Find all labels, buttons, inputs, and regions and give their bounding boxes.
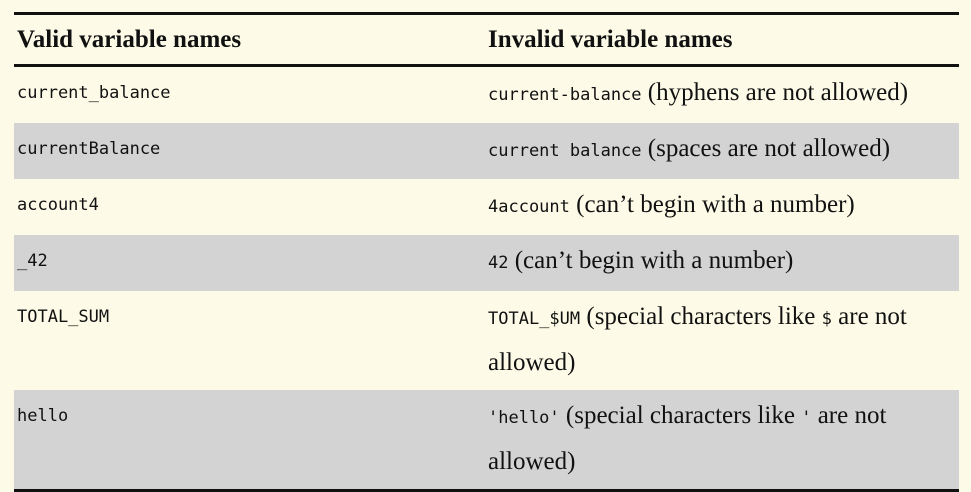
valid-name: account4 bbox=[17, 195, 99, 215]
variable-names-table: Valid variable names Invalid variable na… bbox=[14, 12, 959, 492]
invalid-reason: (special characters like bbox=[586, 303, 816, 330]
invalid-code: 'hello' bbox=[488, 408, 560, 428]
invalid-reason: (hyphens are not allowed) bbox=[647, 79, 909, 106]
invalid-name: 'hello' (special characters like ' are n… bbox=[488, 390, 959, 489]
invalid-name: current-balance (hyphens are not allowed… bbox=[488, 67, 959, 123]
invalid-code: current-balance bbox=[488, 85, 642, 105]
table-header: Valid variable names Invalid variable na… bbox=[14, 15, 959, 67]
special-char-code: $ bbox=[821, 309, 832, 329]
valid-name: _42 bbox=[17, 251, 48, 271]
invalid-name: TOTAL_$UM (special characters like $ are… bbox=[488, 291, 959, 390]
invalid-code: 42 bbox=[488, 253, 509, 273]
header-valid: Valid variable names bbox=[17, 25, 242, 53]
valid-name: hello bbox=[17, 406, 69, 426]
valid-name: TOTAL_SUM bbox=[17, 307, 110, 327]
invalid-reason: (spaces are not allowed) bbox=[647, 135, 891, 162]
table-row: TOTAL_SUM TOTAL_$UM (special characters … bbox=[14, 291, 959, 390]
header-invalid: Invalid variable names bbox=[488, 25, 733, 53]
invalid-reason: (special characters like bbox=[565, 402, 795, 429]
invalid-code: 4account bbox=[488, 197, 570, 217]
invalid-code: current balance bbox=[488, 141, 642, 161]
invalid-reason-cont: are not allowed) bbox=[488, 402, 887, 475]
invalid-name: 4account (can’t begin with a number) bbox=[488, 179, 959, 235]
table-row: _42 42 (can’t begin with a number) bbox=[14, 235, 959, 291]
special-char-code: ' bbox=[801, 408, 812, 428]
table-row: account4 4account (can’t begin with a nu… bbox=[14, 179, 959, 235]
invalid-reason-cont: are not allowed) bbox=[488, 303, 907, 376]
invalid-name: 42 (can’t begin with a number) bbox=[488, 235, 959, 291]
valid-name: current_balance bbox=[17, 83, 171, 103]
table-row: current_balance current-balance (hyphens… bbox=[14, 67, 959, 123]
invalid-code: TOTAL_$UM bbox=[488, 309, 581, 329]
valid-name: currentBalance bbox=[17, 139, 161, 159]
table-row: hello 'hello' (special characters like '… bbox=[14, 390, 959, 489]
invalid-reason: (can’t begin with a number) bbox=[576, 191, 855, 218]
invalid-name: current balance (spaces are not allowed) bbox=[488, 123, 959, 179]
invalid-reason: (can’t begin with a number) bbox=[514, 247, 794, 274]
table-row: currentBalance current balance (spaces a… bbox=[14, 123, 959, 179]
